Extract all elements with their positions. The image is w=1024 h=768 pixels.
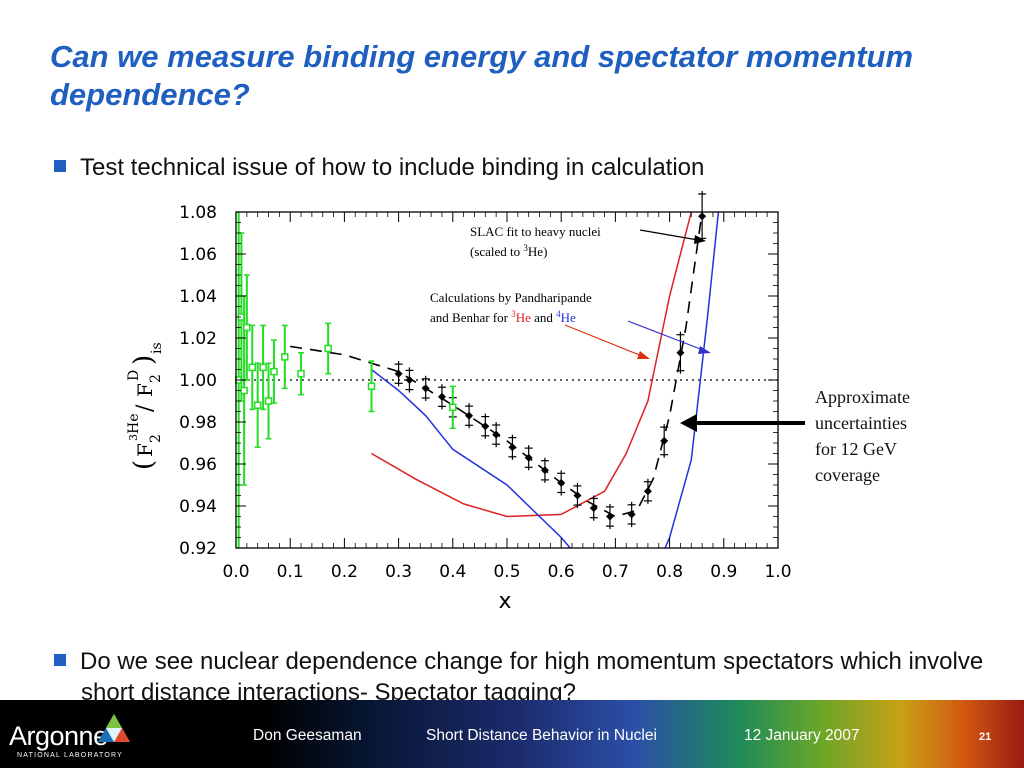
y-tick-label: 0.94 bbox=[179, 497, 217, 517]
y-tick-label: 0.92 bbox=[179, 539, 217, 559]
data-point bbox=[676, 348, 685, 357]
uncertainty-note: Approximate uncertainties for 12 GeV cov… bbox=[815, 387, 910, 485]
annotation-slac-line1: SLAC fit to heavy nuclei bbox=[470, 224, 601, 239]
x-tick-label: 0.4 bbox=[439, 562, 466, 582]
y-label-2-den: 2 bbox=[148, 374, 164, 383]
bullet-1-text: Test technical issue of how to include b… bbox=[80, 154, 705, 181]
green-point bbox=[243, 323, 251, 332]
axis-layer: 0.0 0.1 0.2 0.3 0.4 0.5 0.6 0.7 0.8 0.9 1.0 0.92 0.9… bbox=[179, 203, 791, 582]
y-label-rparen: ) bbox=[129, 355, 159, 365]
y-tick-label: 0.96 bbox=[179, 455, 217, 475]
green-point bbox=[281, 353, 289, 361]
x-tick-label: 0.9 bbox=[710, 562, 737, 582]
footer-date: 12 January 2007 bbox=[744, 727, 860, 744]
calc-4he-arrow-line bbox=[627, 320, 704, 351]
y-label-f-num: F bbox=[133, 443, 157, 457]
ratio-chart: 0.0 0.1 0.2 0.3 0.4 0.5 0.6 0.7 0.8 0.9 1.0 0.92 0.9… bbox=[126, 191, 805, 614]
data-point bbox=[627, 510, 636, 519]
green-point bbox=[449, 403, 457, 412]
y-tick-label: 1.04 bbox=[179, 287, 217, 307]
page-number: 21 bbox=[979, 731, 992, 743]
x-tick-label: 0.1 bbox=[277, 562, 304, 582]
x-tick-label: 1.0 bbox=[764, 562, 791, 582]
green-point bbox=[248, 363, 257, 372]
x-tick-label: 0.5 bbox=[493, 562, 520, 582]
x-tick-label: 0.2 bbox=[331, 562, 358, 582]
y-label-f-den: F bbox=[133, 383, 157, 397]
data-point bbox=[492, 430, 501, 439]
x-axis-label: x bbox=[498, 589, 511, 614]
bullet-marker bbox=[54, 160, 66, 172]
annotation-calc-line1: Calculations by Pandharipande bbox=[430, 290, 592, 305]
x-tick-label: 0.0 bbox=[222, 562, 249, 582]
x-tick-label: 0.6 bbox=[548, 562, 575, 582]
data-point bbox=[437, 392, 446, 401]
y-tick-label: 1.08 bbox=[179, 203, 217, 223]
slac-arrow-head bbox=[694, 235, 706, 244]
y-label-d-sup: D bbox=[126, 370, 142, 381]
green-point bbox=[259, 363, 267, 372]
y-tick-label: 1.06 bbox=[179, 245, 217, 265]
y-tick-label: 1.00 bbox=[179, 371, 217, 391]
y-label-he-sup: He bbox=[126, 414, 142, 435]
uncertainty-arrow-head bbox=[680, 414, 697, 432]
calc-3he-arrow-line bbox=[564, 324, 643, 357]
argonne-logo-icon bbox=[98, 714, 130, 742]
data-point bbox=[524, 453, 533, 462]
bullet-1: Test technical issue of how to include b… bbox=[54, 152, 704, 183]
green-point bbox=[324, 344, 332, 353]
y-label-lparen: ( bbox=[129, 460, 159, 470]
y-tick-label: 1.02 bbox=[179, 329, 217, 349]
data-point bbox=[405, 376, 414, 384]
data-point bbox=[481, 422, 490, 431]
argonne-logo-text: Argonne bbox=[9, 721, 108, 751]
slide-title: Can we measure binding energy and specta… bbox=[50, 39, 914, 112]
data-point bbox=[394, 369, 403, 378]
green-point bbox=[297, 369, 305, 378]
series-line-3 bbox=[371, 212, 693, 518]
annotation-slac-line2: (scaled to 3He) bbox=[470, 243, 547, 259]
y-tick-label: 0.98 bbox=[179, 413, 217, 433]
series-line-4 bbox=[371, 212, 720, 548]
footer-bar: Argonne NATIONAL LABORATORY Don Geesaman… bbox=[0, 700, 1024, 768]
data-point bbox=[421, 384, 430, 393]
data-point bbox=[605, 512, 614, 521]
y-axis-label: ( F 2 3 He / F 2 D ) is bbox=[126, 342, 165, 470]
annotation-arrows bbox=[564, 229, 805, 432]
marks-layer bbox=[234, 191, 707, 548]
annotation-calc: Calculations by Pandharipande and Benhar… bbox=[430, 290, 592, 325]
x-tick-label: 0.7 bbox=[602, 562, 629, 582]
data-point bbox=[465, 411, 474, 420]
data-point bbox=[573, 491, 582, 500]
slac-arrow-line bbox=[639, 229, 699, 241]
bullet-marker bbox=[54, 654, 66, 666]
green-point bbox=[367, 382, 376, 391]
clip-layer bbox=[290, 212, 720, 548]
green-point bbox=[253, 401, 262, 409]
data-point bbox=[508, 443, 517, 452]
x-tick-label: 0.3 bbox=[385, 562, 412, 582]
y-label-is-sub: is bbox=[149, 342, 165, 354]
bullet-2: Do we see nuclear dependence change for … bbox=[54, 646, 1021, 708]
green-point bbox=[240, 386, 248, 395]
green-point bbox=[270, 367, 278, 376]
data-point bbox=[660, 436, 669, 445]
data-point bbox=[557, 478, 566, 487]
annotation-calc-line2: and Benhar for 3He and 4He bbox=[430, 309, 576, 325]
footer-author: Don Geesaman bbox=[253, 727, 362, 744]
calc-4he-arrow-head bbox=[698, 346, 711, 354]
green-point bbox=[264, 397, 273, 405]
calc-3he-arrow-head bbox=[637, 351, 650, 359]
y-label-slash: / bbox=[133, 404, 158, 412]
y-label-3-sup: 3 bbox=[127, 434, 140, 441]
bullet-2-text: Do we see nuclear dependence change for … bbox=[80, 648, 984, 706]
annotation-slac: SLAC fit to heavy nuclei (scaled to 3He) bbox=[470, 224, 601, 259]
x-tick-label: 0.8 bbox=[656, 562, 683, 582]
footer-talk-title: Short Distance Behavior in Nuclei bbox=[426, 727, 657, 744]
data-point bbox=[643, 487, 652, 496]
data-point bbox=[540, 466, 549, 475]
y-label-2-num: 2 bbox=[148, 434, 164, 443]
argonne-logo-subtext: NATIONAL LABORATORY bbox=[17, 752, 124, 759]
data-point bbox=[589, 504, 598, 513]
